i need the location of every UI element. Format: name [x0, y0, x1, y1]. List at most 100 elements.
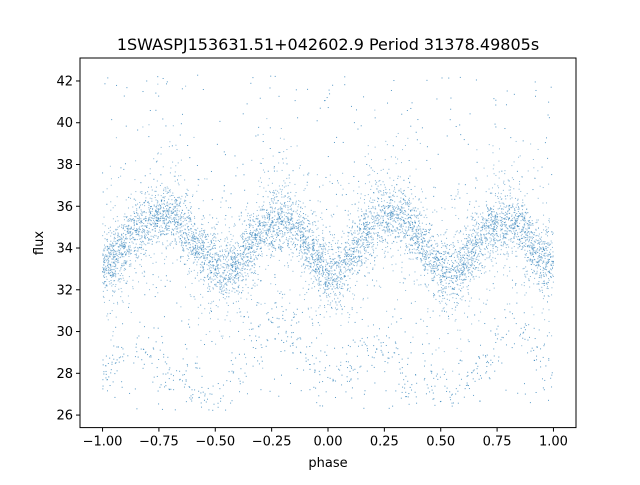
data-point — [274, 210, 276, 212]
data-point — [278, 192, 280, 194]
data-point — [125, 242, 127, 244]
data-point — [146, 236, 148, 238]
data-point — [229, 268, 231, 270]
data-point — [552, 276, 554, 278]
data-point — [291, 214, 293, 216]
data-point — [311, 254, 313, 256]
data-point — [380, 190, 382, 192]
data-point — [298, 204, 300, 206]
data-point — [185, 242, 187, 244]
data-point — [116, 242, 118, 244]
data-point — [134, 212, 136, 214]
data-point — [462, 286, 464, 288]
data-point — [552, 262, 554, 264]
data-point — [546, 287, 548, 289]
data-point — [541, 243, 543, 245]
data-point — [204, 258, 206, 260]
data-point — [267, 213, 269, 215]
data-point — [363, 239, 365, 241]
data-point — [126, 252, 128, 254]
data-point — [109, 256, 111, 258]
data-point — [279, 218, 281, 220]
data-point — [365, 240, 367, 242]
data-point — [376, 212, 378, 214]
data-point — [346, 255, 348, 257]
data-point — [145, 225, 147, 227]
data-point — [123, 247, 125, 249]
data-point — [110, 266, 112, 268]
data-point — [517, 238, 519, 240]
data-point — [519, 212, 521, 214]
data-point — [480, 242, 482, 244]
data-point — [114, 255, 116, 257]
data-point — [287, 239, 289, 241]
data-point — [325, 259, 327, 261]
data-point — [483, 235, 485, 237]
data-point — [438, 273, 440, 275]
data-point — [139, 264, 141, 266]
data-point — [147, 201, 149, 203]
data-point — [225, 264, 227, 266]
data-point — [384, 214, 386, 216]
data-point — [340, 261, 342, 263]
data-point — [123, 263, 125, 265]
data-point — [294, 231, 296, 233]
data-point — [276, 218, 278, 220]
data-point — [550, 264, 552, 266]
data-point — [431, 252, 433, 254]
data-point — [373, 225, 375, 227]
data-point — [490, 234, 492, 236]
data-point — [250, 268, 252, 270]
data-point — [526, 229, 528, 231]
data-point — [226, 289, 228, 291]
data-point — [459, 254, 461, 256]
data-point — [187, 254, 189, 256]
data-point — [497, 223, 499, 225]
data-point — [195, 250, 197, 252]
data-point — [208, 260, 210, 262]
data-point — [484, 226, 486, 228]
data-point — [425, 261, 426, 263]
data-point — [525, 228, 527, 230]
data-point — [165, 218, 167, 220]
data-point — [311, 229, 313, 231]
data-point — [539, 276, 541, 278]
data-point — [102, 266, 104, 268]
data-point — [237, 267, 239, 269]
data-point — [409, 210, 411, 212]
data-point — [537, 251, 539, 253]
data-point — [324, 284, 326, 286]
data-point — [365, 236, 367, 238]
data-point — [113, 291, 115, 293]
data-point — [362, 232, 364, 234]
data-point — [330, 260, 332, 262]
data-point — [501, 225, 503, 227]
data-point — [435, 243, 437, 245]
data-point — [123, 247, 125, 249]
data-point — [539, 265, 541, 267]
data-point — [524, 249, 526, 251]
data-point — [176, 231, 178, 233]
data-point — [156, 241, 158, 243]
data-point — [311, 253, 313, 255]
data-point — [148, 211, 150, 213]
data-point — [214, 278, 216, 280]
data-point — [103, 275, 105, 277]
data-point — [348, 261, 350, 263]
data-point — [406, 215, 408, 217]
data-point — [497, 222, 499, 224]
data-point — [223, 267, 225, 269]
data-point — [205, 234, 207, 236]
data-point — [204, 277, 206, 279]
data-point — [475, 275, 477, 277]
data-point — [547, 246, 549, 248]
data-point — [225, 291, 227, 293]
data-point — [434, 273, 436, 275]
data-point — [283, 232, 285, 234]
data-point — [488, 257, 490, 259]
data-point — [294, 225, 296, 227]
data-point — [352, 243, 354, 245]
data-point — [275, 202, 277, 204]
data-point — [361, 210, 363, 212]
